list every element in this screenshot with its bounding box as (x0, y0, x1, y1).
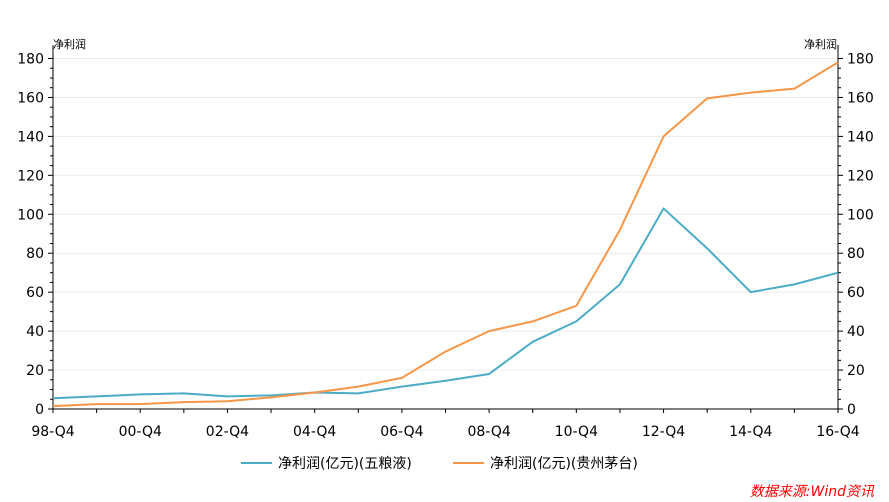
y-axis-left-title: 净利润 (53, 37, 86, 51)
data-point-0-00-Q4 (139, 393, 142, 396)
grid-lines (53, 58, 838, 371)
y-left-tick-label-20: 20 (26, 363, 44, 379)
y-left-tick-label-80: 80 (26, 246, 44, 262)
legend: 净利润(亿元)(五粮液) 净利润(亿元)(贵州茅台) (241, 456, 638, 472)
y-left-tick-label-40: 40 (26, 324, 44, 340)
data-point-0-11-Q4 (618, 283, 621, 286)
x-tick-label-98-Q4: 98-Q4 (31, 424, 74, 440)
y-left-tick-label-120: 120 (17, 168, 44, 184)
y-right-tick-label-40: 40 (847, 324, 865, 340)
data-point-1-04-Q4 (313, 391, 316, 394)
data-point-0-09-Q4 (531, 340, 534, 343)
data-point-1-08-Q4 (488, 330, 491, 333)
series-lines (52, 61, 840, 408)
y-left-tick-label-60: 60 (26, 285, 44, 301)
data-point-0-01-Q4 (182, 392, 185, 395)
x-tick-label-06-Q4: 06-Q4 (380, 424, 423, 440)
y-right-tick-label-120: 120 (847, 168, 874, 184)
x-tick-label-08-Q4: 08-Q4 (467, 424, 510, 440)
data-point-1-12-Q4 (662, 135, 665, 138)
data-point-0-05-Q4 (357, 392, 360, 395)
data-point-1-11-Q4 (618, 228, 621, 231)
data-point-1-09-Q4 (531, 320, 534, 323)
data-point-1-10-Q4 (575, 304, 578, 307)
series-line-1 (52, 61, 839, 408)
data-point-0-07-Q4 (444, 379, 447, 382)
source-note: 数据来源:Wind资讯 (750, 484, 875, 500)
y-axis-right-title: 净利润 (804, 37, 837, 51)
data-point-1-02-Q4 (226, 400, 229, 403)
legend-label-wuliangye: 净利润(亿元)(五粮液) (278, 456, 412, 472)
y-right-tick-label-180: 180 (847, 52, 874, 68)
y-right-tick-label-140: 140 (847, 129, 874, 145)
data-point-1-03-Q4 (270, 396, 273, 399)
data-point-1-06-Q4 (400, 376, 403, 379)
data-point-1-99-Q4 (95, 403, 98, 406)
data-point-0-08-Q4 (488, 372, 491, 375)
x-tick-label-12-Q4: 12-Q4 (642, 424, 685, 440)
y-right-tick-label-100: 100 (847, 207, 874, 223)
data-point-1-16-Q4 (837, 61, 840, 64)
legend-label-moutai: 净利润(亿元)(贵州茅台) (490, 456, 638, 472)
y-left-tick-label-100: 100 (17, 207, 44, 223)
x-tick-label-00-Q4: 00-Q4 (119, 424, 162, 440)
y-left-tick-label-0: 0 (35, 402, 44, 418)
axes: 净利润 净利润 0 0 20 20 40 40 60 60 80 80 100 100 120 120 14… (17, 37, 873, 440)
data-point-1-05-Q4 (357, 385, 360, 388)
y-right-tick-label-80: 80 (847, 246, 865, 262)
y-left-tick-label-180: 180 (17, 52, 44, 68)
data-point-0-12-Q4 (662, 207, 665, 210)
x-tick-label-02-Q4: 02-Q4 (206, 424, 249, 440)
y-left-tick-label-160: 160 (17, 90, 44, 106)
data-point-0-10-Q4 (575, 320, 578, 323)
data-point-1-00-Q4 (139, 403, 142, 406)
data-point-1-07-Q4 (444, 350, 447, 353)
y-right-tick-label-0: 0 (847, 402, 856, 418)
data-point-1-98-Q4 (52, 405, 55, 408)
data-point-1-15-Q4 (793, 87, 796, 90)
y-right-tick-label-20: 20 (847, 363, 865, 379)
data-point-1-13-Q4 (706, 97, 709, 100)
data-point-0-99-Q4 (95, 395, 98, 398)
data-point-0-14-Q4 (749, 291, 752, 294)
data-point-0-98-Q4 (52, 397, 55, 400)
x-tick-label-14-Q4: 14-Q4 (729, 424, 772, 440)
x-tick-label-16-Q4: 16-Q4 (816, 424, 859, 440)
data-point-0-02-Q4 (226, 395, 229, 398)
y-left-tick-label-140: 140 (17, 129, 44, 145)
x-tick-label-04-Q4: 04-Q4 (293, 424, 336, 440)
x-tick-label-10-Q4: 10-Q4 (555, 424, 598, 440)
data-point-1-14-Q4 (749, 91, 752, 94)
data-point-0-16-Q4 (837, 271, 840, 274)
data-point-0-15-Q4 (793, 283, 796, 286)
data-point-0-13-Q4 (706, 247, 709, 250)
series-line-0 (52, 207, 839, 400)
data-point-1-01-Q4 (182, 401, 185, 404)
y-right-tick-label-160: 160 (847, 90, 874, 106)
y-right-tick-label-60: 60 (847, 285, 865, 301)
data-point-0-06-Q4 (400, 385, 403, 388)
